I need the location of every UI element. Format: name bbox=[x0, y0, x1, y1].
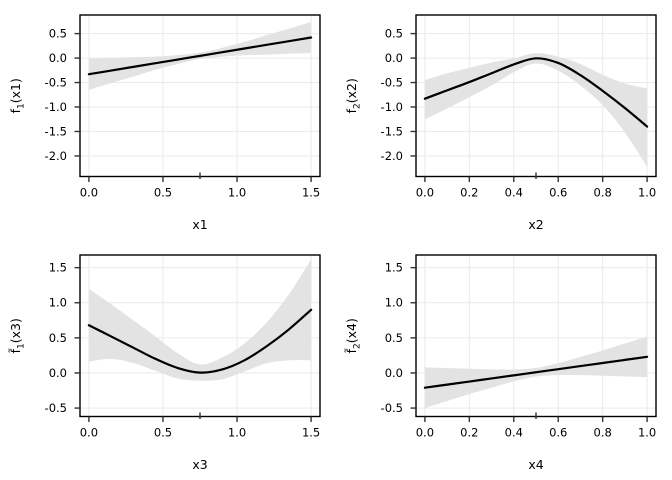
x-tick-label: 0.0 bbox=[416, 186, 434, 200]
y-axis-label: f̃2(x4) bbox=[344, 318, 363, 353]
y-axis-label: f2(x2) bbox=[344, 78, 363, 113]
y-tick-label: 0.0 bbox=[385, 366, 403, 380]
x-axis-label: x3 bbox=[192, 457, 207, 472]
x-tick-label: 1.0 bbox=[228, 186, 246, 200]
panel-f2-x2: 0.0 0.2 0.4 0.6 0.8 1.0 0.5 0.0 -0.5 -1.0 -1.5 -2.0… bbox=[344, 14, 657, 232]
y-tick-label: -1.0 bbox=[45, 100, 67, 114]
y-tick-label: 0.0 bbox=[385, 51, 403, 65]
x-tick-label: 1.0 bbox=[638, 186, 656, 200]
x-tick-label: 0.0 bbox=[80, 426, 98, 440]
y-axis-label-argument: (x4) bbox=[344, 318, 359, 343]
panel-f1tilde-x3: 0.0 0.5 1.0 1.5 1.5 1.0 0.5 0.0 -0.5 x3 f̃1(x3) bbox=[8, 254, 321, 472]
y-axis-label-argument: (x1) bbox=[8, 78, 23, 103]
y-tick-label: -1.5 bbox=[381, 124, 403, 138]
x-axis-label: x2 bbox=[528, 217, 543, 232]
x-tick-label: 0.0 bbox=[416, 426, 434, 440]
y-tick-label: -2.0 bbox=[45, 149, 67, 163]
y-axis-label-subscript: 2 bbox=[353, 343, 363, 349]
x-tick-label: 0.2 bbox=[460, 186, 478, 200]
confidence-band bbox=[88, 259, 312, 381]
y-tick-label: 1.0 bbox=[49, 296, 67, 310]
y-tick-label: -0.5 bbox=[381, 401, 403, 415]
y-axis-label: f̃1(x3) bbox=[8, 318, 27, 353]
x-tick-label: 0.2 bbox=[460, 426, 478, 440]
smooth-curve bbox=[87, 308, 313, 374]
x-tick-label: 1.5 bbox=[302, 426, 320, 440]
smooth-curve bbox=[423, 57, 649, 128]
y-tick-label: -0.5 bbox=[45, 401, 67, 415]
y-tick-label: -1.0 bbox=[381, 100, 403, 114]
confidence-band bbox=[424, 53, 648, 167]
y-tick-label: 0.0 bbox=[49, 366, 67, 380]
y-axis-label-base: f bbox=[344, 108, 359, 113]
x-tick-label: 0.8 bbox=[594, 426, 612, 440]
y-axis-label-argument: (x3) bbox=[8, 318, 23, 343]
y-axis-label: f1(x1) bbox=[8, 78, 27, 113]
y-axis-label-base: f bbox=[8, 108, 23, 113]
y-tick-label: 1.0 bbox=[385, 296, 403, 310]
y-tick-label: -0.5 bbox=[45, 76, 67, 90]
y-tick-label: 0.5 bbox=[49, 331, 67, 345]
y-tick-label: -2.0 bbox=[381, 149, 403, 163]
panel-f2tilde-x4: 0.0 0.2 0.4 0.6 0.8 1.0 1.5 1.0 0.5 0.0 -0.5 x4 f̃2(… bbox=[344, 254, 657, 472]
x-tick-label: 0.6 bbox=[549, 186, 567, 200]
x-tick-label: 0.8 bbox=[594, 186, 612, 200]
x-tick-label: 1.5 bbox=[302, 186, 320, 200]
y-tick-label: 0.5 bbox=[385, 331, 403, 345]
y-tick-label: 1.5 bbox=[385, 261, 403, 275]
y-tick-label: 0.5 bbox=[49, 27, 67, 41]
x-tick-label: 1.0 bbox=[228, 426, 246, 440]
smooth-curve bbox=[87, 36, 313, 76]
x-tick-label: 0.5 bbox=[154, 426, 172, 440]
x-tick-label: 0.0 bbox=[80, 186, 98, 200]
y-tick-label: 0.5 bbox=[385, 27, 403, 41]
y-tick-label: -1.5 bbox=[45, 124, 67, 138]
x-tick-label: 0.4 bbox=[505, 426, 523, 440]
smooth-curve bbox=[423, 355, 649, 389]
x-tick-label: 0.6 bbox=[549, 426, 567, 440]
panel-f1-x1: 0.0 0.5 1.0 1.5 0.5 0.0 -0.5 -1.0 -1.5 -2.0 x1 f1(x… bbox=[8, 14, 321, 232]
y-tick-label: -0.5 bbox=[381, 76, 403, 90]
y-tick-label: 1.5 bbox=[49, 261, 67, 275]
y-axis-label-subscript: 2 bbox=[353, 103, 363, 109]
x-axis-label: x4 bbox=[528, 457, 543, 472]
x-tick-label: 0.4 bbox=[505, 186, 523, 200]
y-axis-label-subscript: 1 bbox=[17, 343, 27, 349]
y-axis-label-subscript: 1 bbox=[17, 103, 27, 109]
x-tick-label: 0.5 bbox=[154, 186, 172, 200]
y-axis-label-base: f̃ bbox=[344, 348, 359, 353]
y-axis-label-argument: (x2) bbox=[344, 78, 359, 103]
y-axis-label-base: f̃ bbox=[8, 348, 23, 353]
x-axis-label: x1 bbox=[192, 217, 207, 232]
x-tick-label: 1.0 bbox=[638, 426, 656, 440]
y-tick-label: 0.0 bbox=[49, 51, 67, 65]
